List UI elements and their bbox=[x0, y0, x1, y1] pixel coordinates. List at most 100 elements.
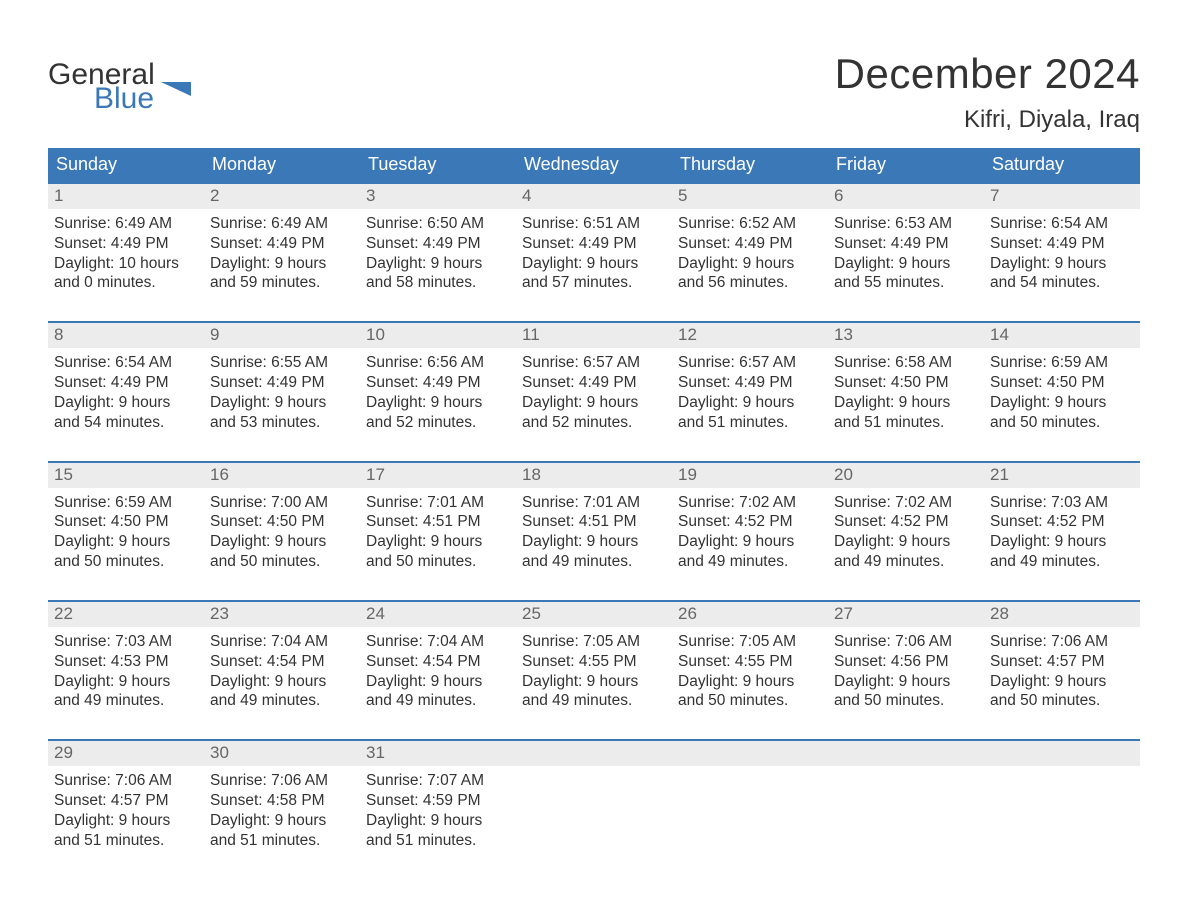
daylight-line-2: and 51 minutes. bbox=[210, 831, 354, 851]
weekday-header: Sunday bbox=[48, 148, 204, 182]
day-number: 9 bbox=[204, 323, 360, 348]
daylight-line-2: and 59 minutes. bbox=[210, 273, 354, 293]
day-number: 15 bbox=[48, 463, 204, 488]
day-cell: 29Sunrise: 7:06 AMSunset: 4:57 PMDayligh… bbox=[48, 741, 204, 852]
day-number: 10 bbox=[360, 323, 516, 348]
day-details: Sunrise: 7:04 AMSunset: 4:54 PMDaylight:… bbox=[360, 627, 516, 713]
daylight-line-2: and 49 minutes. bbox=[522, 691, 666, 711]
weekday-header: Saturday bbox=[984, 148, 1140, 182]
day-number: 8 bbox=[48, 323, 204, 348]
day-number: 16 bbox=[204, 463, 360, 488]
weekday-header-row: SundayMondayTuesdayWednesdayThursdayFrid… bbox=[48, 148, 1140, 182]
daylight-line-1: Daylight: 9 hours bbox=[366, 393, 510, 413]
day-details: Sunrise: 7:03 AMSunset: 4:53 PMDaylight:… bbox=[48, 627, 204, 713]
day-number: 25 bbox=[516, 602, 672, 627]
sunset-line: Sunset: 4:49 PM bbox=[366, 373, 510, 393]
daylight-line-1: Daylight: 9 hours bbox=[210, 393, 354, 413]
daylight-line-1: Daylight: 9 hours bbox=[990, 672, 1134, 692]
sunset-line: Sunset: 4:50 PM bbox=[54, 512, 198, 532]
day-details: Sunrise: 7:00 AMSunset: 4:50 PMDaylight:… bbox=[204, 488, 360, 574]
daylight-line-2: and 0 minutes. bbox=[54, 273, 198, 293]
day-details: Sunrise: 7:05 AMSunset: 4:55 PMDaylight:… bbox=[672, 627, 828, 713]
day-details: Sunrise: 7:04 AMSunset: 4:54 PMDaylight:… bbox=[204, 627, 360, 713]
daylight-line-2: and 49 minutes. bbox=[366, 691, 510, 711]
day-number: 23 bbox=[204, 602, 360, 627]
daylight-line-2: and 54 minutes. bbox=[54, 413, 198, 433]
daylight-line-2: and 51 minutes. bbox=[366, 831, 510, 851]
sunrise-line: Sunrise: 6:52 AM bbox=[678, 214, 822, 234]
sunrise-line: Sunrise: 7:05 AM bbox=[522, 632, 666, 652]
daylight-line-1: Daylight: 9 hours bbox=[54, 672, 198, 692]
sunrise-line: Sunrise: 6:54 AM bbox=[54, 353, 198, 373]
sunrise-line: Sunrise: 6:49 AM bbox=[210, 214, 354, 234]
sunset-line: Sunset: 4:52 PM bbox=[834, 512, 978, 532]
daylight-line-2: and 49 minutes. bbox=[990, 552, 1134, 572]
day-details: Sunrise: 7:03 AMSunset: 4:52 PMDaylight:… bbox=[984, 488, 1140, 574]
day-cell bbox=[672, 741, 828, 852]
sunrise-line: Sunrise: 6:57 AM bbox=[522, 353, 666, 373]
daylight-line-1: Daylight: 9 hours bbox=[366, 811, 510, 831]
sunset-line: Sunset: 4:51 PM bbox=[366, 512, 510, 532]
sunrise-line: Sunrise: 7:06 AM bbox=[834, 632, 978, 652]
day-details: Sunrise: 7:06 AMSunset: 4:57 PMDaylight:… bbox=[48, 766, 204, 852]
day-number: 3 bbox=[360, 184, 516, 209]
daylight-line-1: Daylight: 9 hours bbox=[522, 672, 666, 692]
day-number: 30 bbox=[204, 741, 360, 766]
day-cell: 28Sunrise: 7:06 AMSunset: 4:57 PMDayligh… bbox=[984, 602, 1140, 713]
daylight-line-2: and 50 minutes. bbox=[366, 552, 510, 572]
daylight-line-2: and 52 minutes. bbox=[366, 413, 510, 433]
day-details: Sunrise: 7:01 AMSunset: 4:51 PMDaylight:… bbox=[516, 488, 672, 574]
day-details: Sunrise: 6:54 AMSunset: 4:49 PMDaylight:… bbox=[984, 209, 1140, 295]
daylight-line-1: Daylight: 9 hours bbox=[366, 254, 510, 274]
daylight-line-1: Daylight: 9 hours bbox=[834, 672, 978, 692]
daylight-line-2: and 50 minutes. bbox=[210, 552, 354, 572]
day-number: 4 bbox=[516, 184, 672, 209]
day-cell: 31Sunrise: 7:07 AMSunset: 4:59 PMDayligh… bbox=[360, 741, 516, 852]
sunrise-line: Sunrise: 7:01 AM bbox=[366, 493, 510, 513]
day-cell: 16Sunrise: 7:00 AMSunset: 4:50 PMDayligh… bbox=[204, 463, 360, 574]
daylight-line-1: Daylight: 9 hours bbox=[54, 532, 198, 552]
sunrise-line: Sunrise: 7:07 AM bbox=[366, 771, 510, 791]
daylight-line-2: and 52 minutes. bbox=[522, 413, 666, 433]
sunrise-line: Sunrise: 6:58 AM bbox=[834, 353, 978, 373]
daylight-line-2: and 58 minutes. bbox=[366, 273, 510, 293]
daylight-line-1: Daylight: 9 hours bbox=[678, 254, 822, 274]
sunrise-line: Sunrise: 7:06 AM bbox=[990, 632, 1134, 652]
sunset-line: Sunset: 4:50 PM bbox=[210, 512, 354, 532]
daylight-line-1: Daylight: 9 hours bbox=[678, 393, 822, 413]
daylight-line-2: and 55 minutes. bbox=[834, 273, 978, 293]
day-details: Sunrise: 7:06 AMSunset: 4:57 PMDaylight:… bbox=[984, 627, 1140, 713]
sunset-line: Sunset: 4:51 PM bbox=[522, 512, 666, 532]
logo-text-sub: Blue bbox=[94, 84, 155, 114]
sunrise-line: Sunrise: 6:51 AM bbox=[522, 214, 666, 234]
sunset-line: Sunset: 4:59 PM bbox=[366, 791, 510, 811]
daylight-line-1: Daylight: 9 hours bbox=[522, 393, 666, 413]
sunset-line: Sunset: 4:50 PM bbox=[834, 373, 978, 393]
week-row: 29Sunrise: 7:06 AMSunset: 4:57 PMDayligh… bbox=[48, 739, 1140, 852]
sunset-line: Sunset: 4:54 PM bbox=[366, 652, 510, 672]
day-number: 14 bbox=[984, 323, 1140, 348]
sunset-line: Sunset: 4:54 PM bbox=[210, 652, 354, 672]
day-cell: 15Sunrise: 6:59 AMSunset: 4:50 PMDayligh… bbox=[48, 463, 204, 574]
day-number: 26 bbox=[672, 602, 828, 627]
sunrise-line: Sunrise: 7:01 AM bbox=[522, 493, 666, 513]
sunset-line: Sunset: 4:49 PM bbox=[678, 373, 822, 393]
day-details: Sunrise: 7:07 AMSunset: 4:59 PMDaylight:… bbox=[360, 766, 516, 852]
week-row: 15Sunrise: 6:59 AMSunset: 4:50 PMDayligh… bbox=[48, 461, 1140, 574]
sunset-line: Sunset: 4:58 PM bbox=[210, 791, 354, 811]
weekday-header: Friday bbox=[828, 148, 984, 182]
sunrise-line: Sunrise: 7:03 AM bbox=[54, 632, 198, 652]
daylight-line-1: Daylight: 9 hours bbox=[210, 532, 354, 552]
day-number: 2 bbox=[204, 184, 360, 209]
daylight-line-2: and 49 minutes. bbox=[834, 552, 978, 572]
sunrise-line: Sunrise: 7:06 AM bbox=[210, 771, 354, 791]
daylight-line-1: Daylight: 9 hours bbox=[366, 532, 510, 552]
day-number: 27 bbox=[828, 602, 984, 627]
day-details: Sunrise: 6:49 AMSunset: 4:49 PMDaylight:… bbox=[48, 209, 204, 295]
day-cell: 17Sunrise: 7:01 AMSunset: 4:51 PMDayligh… bbox=[360, 463, 516, 574]
sunrise-line: Sunrise: 7:02 AM bbox=[678, 493, 822, 513]
daylight-line-1: Daylight: 9 hours bbox=[522, 254, 666, 274]
day-cell bbox=[984, 741, 1140, 852]
day-cell: 9Sunrise: 6:55 AMSunset: 4:49 PMDaylight… bbox=[204, 323, 360, 434]
daylight-line-1: Daylight: 9 hours bbox=[990, 254, 1134, 274]
